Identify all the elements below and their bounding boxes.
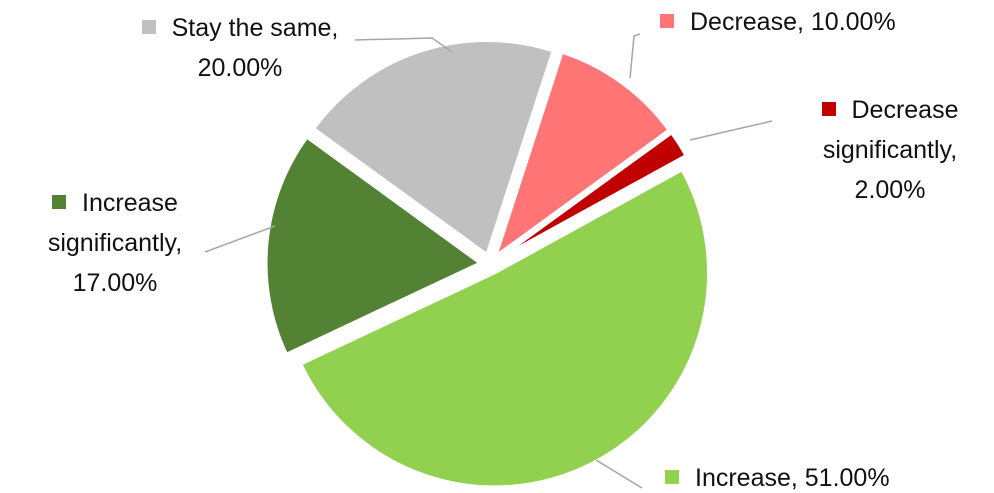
legend-marker [52, 195, 67, 209]
pie-slice [311, 39, 555, 257]
data-label-text: Decrease significantly, 2.00% [822, 96, 959, 204]
data-label: Stay the same, 20.00% [125, 8, 355, 88]
legend-marker [660, 14, 674, 28]
data-label-text: Increase, 51.00% [695, 464, 890, 492]
leader-line [689, 120, 773, 141]
leader-line [629, 33, 641, 79]
leader-line [595, 459, 643, 489]
pie-slice [497, 130, 689, 260]
data-label-text: Increase significantly, 17.00% [47, 189, 183, 297]
data-label: Increase significantly, 17.00% [10, 183, 220, 303]
leader-line [354, 37, 453, 53]
data-label-text: Decrease, 10.00% [690, 8, 896, 36]
leader-line [204, 225, 276, 253]
data-label-text: Stay the same, 20.00% [171, 14, 339, 82]
slices [264, 39, 711, 489]
data-label: Decrease significantly, 2.00% [790, 90, 990, 210]
data-label: Increase, 51.00% [665, 458, 890, 493]
legend-marker [821, 102, 836, 116]
data-label: Decrease, 10.00% [660, 2, 896, 42]
pie-slice [493, 50, 672, 260]
legend-marker [665, 470, 679, 484]
pie-slice [298, 167, 711, 489]
legend-marker [141, 20, 156, 34]
pie-slice [264, 135, 483, 357]
